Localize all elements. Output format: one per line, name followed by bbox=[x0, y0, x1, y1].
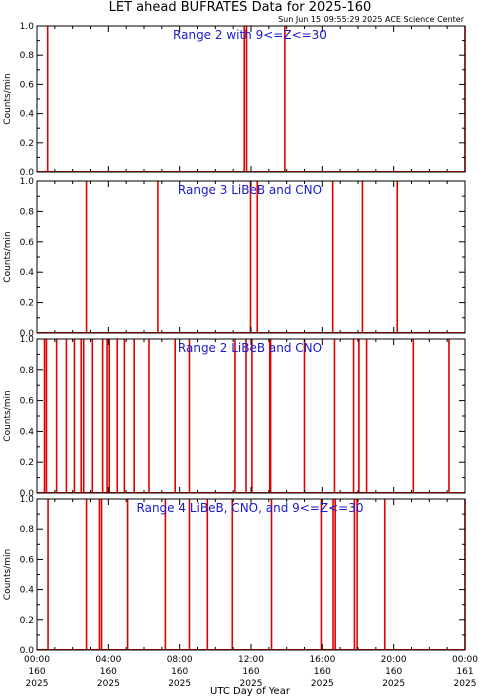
panel-4: 0.0 0.2 0.4 0.6 0.8 1.0 Counts/min Range 4 LiBe… bbox=[3, 495, 466, 656]
x-tick-label-year: 2025 bbox=[26, 679, 49, 689]
x-axis-label: UTC Day of Year bbox=[210, 686, 291, 697]
x-tick-label-doy: 160 bbox=[28, 667, 45, 677]
y-tick-label: 0.4 bbox=[20, 586, 35, 596]
y-tick-label: 0.2 bbox=[20, 139, 34, 149]
panel-1: 0.0 0.2 0.4 0.6 0.8 1.0 Counts/min Range 2 with… bbox=[3, 22, 466, 178]
y-tick-label: 0.2 bbox=[20, 458, 34, 468]
panel-title: Range 2 LiBeB and CNO bbox=[178, 341, 322, 355]
x-tick-label-year: 2025 bbox=[97, 679, 120, 689]
x-tick-label-year: 2025 bbox=[240, 679, 263, 689]
panel-title: Range 4 LiBeB, CNO, and 9<=Z<=30 bbox=[137, 501, 364, 515]
x-tick-label-doy: 160 bbox=[385, 667, 402, 677]
y-axis-label: Counts/min bbox=[3, 549, 13, 600]
y-tick-label: 0.2 bbox=[20, 299, 34, 309]
y-tick-label: 1.0 bbox=[20, 335, 35, 345]
y-axis-label: Counts/min bbox=[3, 73, 13, 124]
x-tick-label-time: 04:00 bbox=[95, 655, 121, 665]
x-tick-label-year: 2025 bbox=[454, 679, 477, 689]
y-tick-label: 0.0 bbox=[20, 646, 35, 656]
x-tick-label-doy: 160 bbox=[100, 667, 117, 677]
y-tick-label: 1.0 bbox=[20, 177, 35, 187]
x-tick-label-year: 2025 bbox=[311, 679, 334, 689]
x-tick-label-doy: 160 bbox=[171, 667, 188, 677]
y-tick-label: 0.8 bbox=[20, 51, 35, 61]
x-tick-label-time: 16:00 bbox=[309, 655, 335, 665]
panel-2: 0.0 0.2 0.4 0.6 0.8 1.0 Counts/min Range 3 LiBe… bbox=[3, 177, 466, 339]
y-tick-label: 1.0 bbox=[20, 22, 35, 32]
y-tick-label: 0.8 bbox=[20, 366, 35, 376]
x-tick-label-year: 2025 bbox=[168, 679, 191, 689]
y-tick-label: 0.8 bbox=[20, 525, 35, 535]
y-tick-label: 1.0 bbox=[20, 495, 35, 505]
panel-title: Range 3 LiBeB and CNO bbox=[178, 183, 322, 197]
x-tick-label-time: 12:00 bbox=[238, 655, 264, 665]
y-tick-label: 0.8 bbox=[20, 207, 35, 217]
x-tick-label-time: 00:00 bbox=[452, 655, 478, 665]
y-tick-label: 0.6 bbox=[20, 80, 35, 90]
y-axis-label: Counts/min bbox=[3, 231, 13, 282]
panel-frame bbox=[36, 338, 466, 494]
x-axis: 00:00 160 2025 04:00 160 2025 08:00 160 2025 12:0… bbox=[24, 655, 478, 689]
y-tick-label: 0.0 bbox=[20, 489, 35, 499]
y-tick-label: 0.4 bbox=[20, 268, 35, 278]
x-tick-label-doy: 160 bbox=[314, 667, 331, 677]
x-tick-label-time: 20:00 bbox=[381, 655, 407, 665]
timestamp-label: Sun Jun 15 09:55:29 2025 ACE Science Cen… bbox=[278, 15, 465, 24]
y-tick-label: 0.6 bbox=[20, 397, 35, 407]
x-tick-label-time: 08:00 bbox=[167, 655, 193, 665]
y-tick-label: 0.6 bbox=[20, 238, 35, 248]
panel-frame bbox=[36, 25, 466, 173]
x-tick-label-time: 00:00 bbox=[24, 655, 50, 665]
y-tick-label: 0.4 bbox=[20, 427, 35, 437]
y-axis-label: Counts/min bbox=[3, 390, 13, 441]
x-tick-label-doy: 160 bbox=[242, 667, 259, 677]
panel-title: Range 2 with 9<=Z<=30 bbox=[173, 28, 327, 42]
y-tick-label: 0.4 bbox=[20, 110, 35, 120]
panels-group: 0.0 0.2 0.4 0.6 0.8 1.0 Counts/min Range 2 with… bbox=[3, 22, 466, 656]
y-tick-label: 0.0 bbox=[20, 168, 35, 178]
y-tick-label: 0.0 bbox=[20, 329, 35, 339]
panel-3: 0.0 0.2 0.4 0.6 0.8 1.0 Counts/min Range 2 LiBe… bbox=[3, 335, 466, 499]
x-tick-label-year: 2025 bbox=[382, 679, 405, 689]
y-tick-label: 0.6 bbox=[20, 555, 35, 565]
figure-title: LET ahead BUFRATES Data for 2025-160 bbox=[109, 0, 372, 15]
y-tick-label: 0.2 bbox=[20, 616, 34, 626]
x-tick-label-doy: 161 bbox=[456, 667, 473, 677]
